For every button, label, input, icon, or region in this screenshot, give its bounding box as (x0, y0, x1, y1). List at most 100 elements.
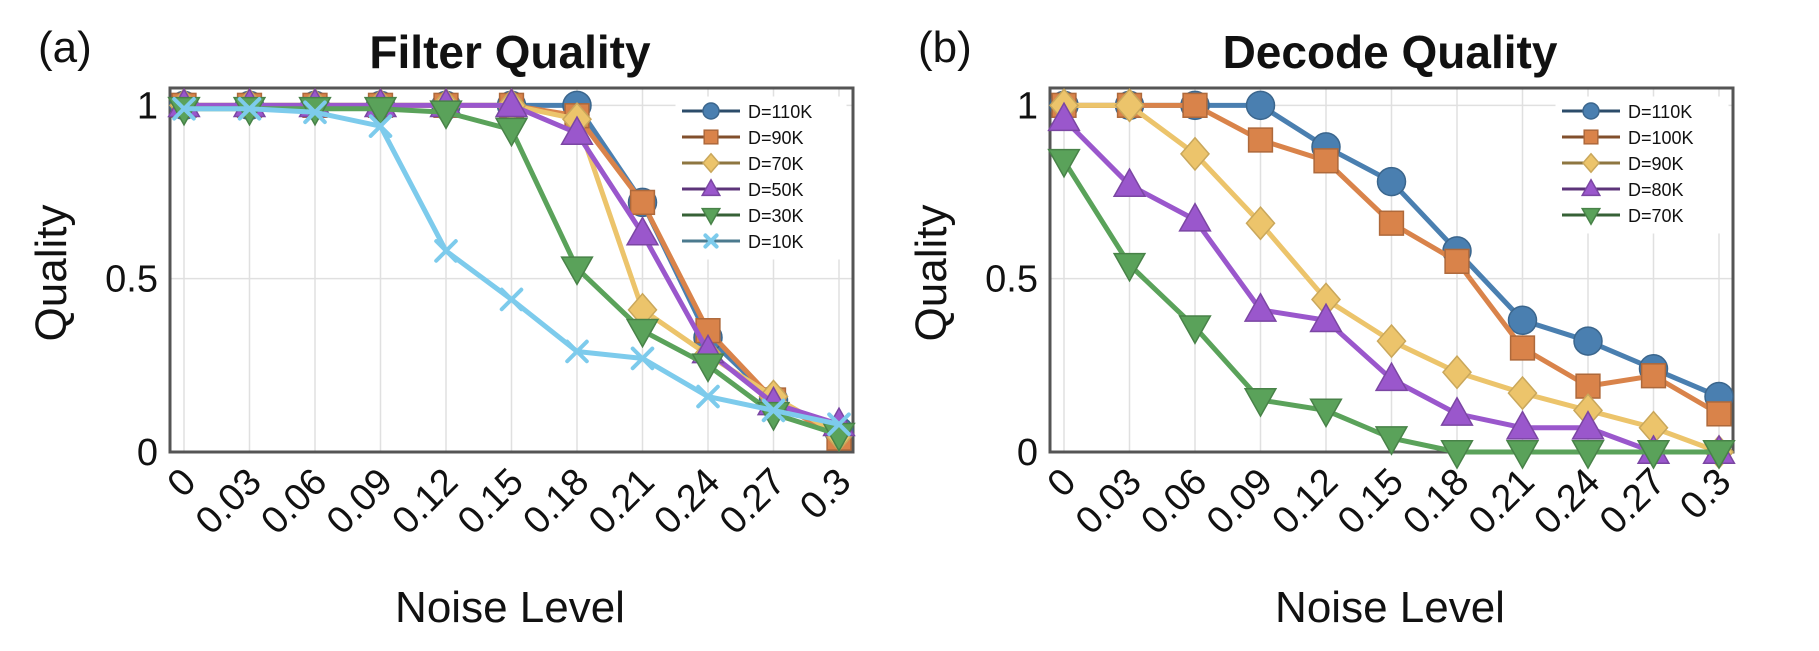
legend-marker (702, 102, 720, 120)
data-point (1243, 388, 1278, 418)
decode-quality-title: Decode Quality (1223, 26, 1558, 78)
data-point (1509, 335, 1536, 361)
data-point (691, 353, 725, 383)
data-point (434, 239, 458, 263)
x-tick-label: 0.3 (1672, 461, 1739, 528)
data-point (1247, 127, 1274, 153)
x-tick-label: 0.18 (1395, 461, 1477, 543)
legend-marker (700, 178, 722, 197)
y-tick-label: 0.5 (105, 259, 158, 301)
legend-label: D=30K (748, 206, 804, 226)
legend-item: D=90K (1562, 152, 1684, 174)
legend: D=110K D=90K D=70K D=50K D=30K D=10K (675, 96, 847, 260)
data-point (625, 215, 660, 246)
decode-plot-area: 00.5100.030.060.090.120.150.180.210.240.… (985, 85, 1739, 542)
x-tick-label: 0.21 (581, 461, 663, 543)
decode-x-axis-label: Noise Level (1275, 583, 1505, 632)
x-tick-label: 0.27 (712, 461, 794, 543)
data-point (1245, 205, 1276, 241)
data-point (1180, 136, 1210, 172)
data-point (1374, 361, 1409, 392)
x-tick-label: 0.3 (792, 461, 859, 528)
decode-y-axis-label: Quality (907, 205, 956, 342)
data-point (1374, 426, 1409, 456)
x-tick-label: 0.24 (1526, 461, 1608, 543)
data-point (1112, 252, 1147, 283)
legend-label: D=10K (748, 232, 804, 252)
x-tick-label: 0.15 (450, 461, 532, 543)
y-tick-label: 1 (137, 85, 158, 127)
legend-label: D=100K (1628, 128, 1694, 148)
x-tick-label: 0.21 (1461, 461, 1543, 543)
legend-item: D=110K (682, 102, 812, 122)
legend-label: D=70K (1628, 206, 1684, 226)
legend: D=110K D=100K D=90K D=80K D=70K (1555, 96, 1729, 234)
x-tick-label: 0.27 (1592, 461, 1674, 543)
filter-x-axis-label: Noise Level (395, 583, 625, 632)
data-point (1571, 440, 1605, 470)
legend-item: D=100K (1562, 128, 1694, 148)
x-tick-label: 0.09 (1199, 461, 1281, 543)
legend-marker (1580, 207, 1602, 226)
data-point (1047, 148, 1081, 179)
y-tick-label: 0 (137, 432, 158, 474)
legend-marker (1582, 102, 1600, 120)
x-tick-label: 0.18 (515, 461, 597, 543)
data-point (1507, 375, 1538, 411)
x-tick-label: 0.09 (319, 461, 401, 543)
filter-quality-title: Filter Quality (369, 26, 651, 78)
data-point (1112, 167, 1147, 198)
data-point (1376, 323, 1407, 359)
data-point (1636, 440, 1671, 470)
x-tick-label: 0.06 (1133, 461, 1215, 543)
legend-marker (703, 233, 719, 249)
data-point (629, 189, 656, 216)
x-tick-label: 0.24 (646, 461, 728, 543)
x-tick-label: 0.15 (1330, 461, 1412, 543)
data-point (1440, 396, 1474, 426)
legend-marker (1582, 152, 1600, 174)
data-point (696, 384, 720, 409)
data-point (1378, 210, 1405, 236)
legend-box (675, 96, 847, 260)
legend-label: D=80K (1628, 180, 1684, 200)
legend-item: D=70K (1562, 206, 1684, 226)
data-point (761, 398, 786, 423)
x-tick-label: 0 (1040, 461, 1085, 506)
data-point (1114, 88, 1145, 123)
legend-item: D=30K (682, 206, 804, 226)
panel-a-label: (a) (38, 23, 92, 72)
data-point (1442, 355, 1472, 390)
legend-label: D=50K (748, 180, 804, 200)
data-point (1245, 90, 1276, 121)
data-point (1047, 101, 1081, 132)
x-tick-label: 0.12 (384, 461, 466, 543)
legend-label: D=110K (1628, 102, 1692, 122)
legend-item: D=50K (682, 178, 804, 200)
data-point (625, 318, 660, 349)
data-point (1309, 398, 1343, 429)
data-point (237, 97, 262, 121)
panel-b-label: (b) (918, 23, 972, 72)
data-point (1640, 363, 1667, 389)
data-point (303, 100, 327, 125)
data-point (1507, 305, 1538, 336)
data-point (429, 100, 463, 130)
legend-marker (1580, 178, 1602, 197)
data-point (630, 346, 655, 371)
x-tick-label: 0 (160, 461, 205, 506)
data-point (1178, 315, 1212, 345)
legend-label: D=90K (1628, 154, 1684, 174)
x-tick-label: 0.06 (253, 461, 335, 543)
data-point (1309, 302, 1343, 333)
y-tick-label: 0 (1017, 432, 1038, 474)
panel-filter-quality: (a) Filter Quality Noise Level Quality 0… (27, 23, 859, 632)
legend-marker (700, 207, 722, 226)
data-point (1573, 326, 1603, 356)
series-D=70K (1047, 148, 1736, 470)
legend-label: D=110K (748, 102, 812, 122)
data-point (565, 339, 589, 364)
data-point (494, 87, 529, 118)
y-tick-label: 0.5 (985, 259, 1038, 301)
